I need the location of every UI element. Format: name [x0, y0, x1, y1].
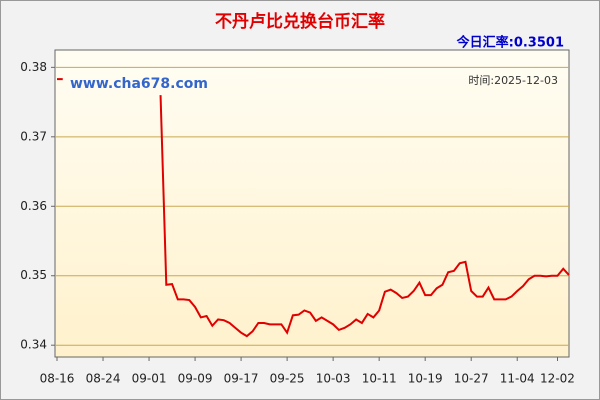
date-note: 时间:2025-12-03: [468, 74, 558, 87]
x-tick-label: 12-02: [540, 372, 575, 386]
x-tick-label: 08-16: [40, 372, 75, 386]
y-tick-label: 0.37: [20, 129, 47, 143]
y-tick-label: 0.36: [20, 199, 47, 213]
watermark: www.cha678.com: [70, 76, 208, 92]
x-tick-label: 11-04: [500, 372, 535, 386]
x-tick-label: 10-03: [316, 372, 351, 386]
x-tick-label: 09-17: [224, 372, 259, 386]
x-tick-label: 10-19: [408, 372, 443, 386]
x-tick-label: 10-11: [362, 372, 397, 386]
y-tick-label: 0.34: [20, 338, 47, 352]
x-tick-label: 10-27: [454, 372, 489, 386]
current-rate: 今日汇率:0.3501: [456, 35, 564, 51]
x-tick-label: 08-24: [86, 372, 121, 386]
rate-line: [57, 78, 570, 338]
y-tick-label: 0.38: [20, 60, 47, 74]
x-tick-label: 09-09: [178, 372, 213, 386]
chart-title: 不丹卢比兑换台币汇率: [215, 11, 385, 32]
x-tick-label: 09-01: [132, 372, 167, 386]
plot-area: [54, 49, 570, 358]
x-tick-label: 09-25: [270, 372, 305, 386]
y-tick-label: 0.35: [20, 268, 47, 282]
